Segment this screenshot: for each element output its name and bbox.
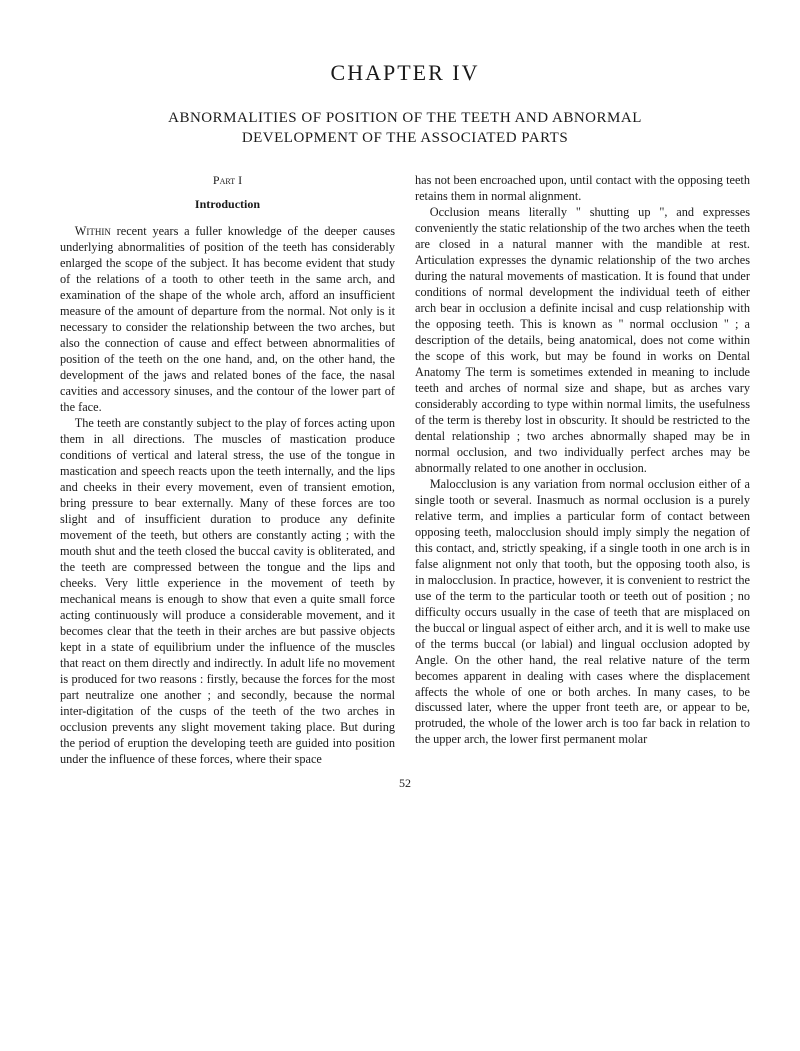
introduction-label: Introduction — [60, 197, 395, 213]
left-column: Part I Introduction Within recent years … — [60, 173, 395, 768]
text-columns: Part I Introduction Within recent years … — [60, 173, 750, 768]
chapter-title: CHAPTER IV — [60, 60, 750, 86]
left-paragraph-2: The teeth are constantly subject to the … — [60, 416, 395, 768]
left-paragraph-1: Within recent years a fuller knowledge o… — [60, 224, 395, 416]
lead-word: Within — [75, 224, 111, 238]
right-paragraph-3: Malocclusion is any variation from norma… — [415, 477, 750, 749]
right-paragraph-1: has not been encroached upon, until cont… — [415, 173, 750, 205]
page-number: 52 — [60, 776, 750, 791]
para1-rest: recent years a fuller knowledge of the d… — [60, 224, 395, 414]
main-title-line2: DEVELOPMENT OF THE ASSOCIATED PARTS — [60, 130, 750, 147]
main-title-line1: ABNORMALITIES OF POSITION OF THE TEETH A… — [60, 110, 750, 127]
part-label: Part I — [60, 173, 395, 189]
right-column: has not been encroached upon, until cont… — [415, 173, 750, 768]
right-paragraph-2: Occlusion means literally " shutting up … — [415, 205, 750, 477]
